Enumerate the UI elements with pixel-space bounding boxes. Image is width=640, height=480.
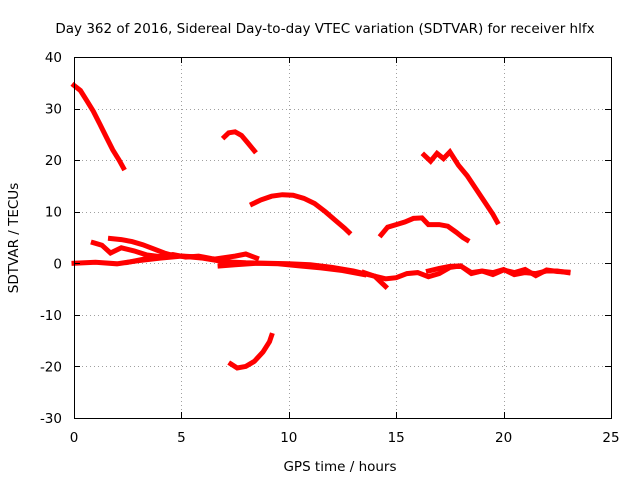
x-tick-label: 10	[280, 430, 297, 446]
y-tick-label: 0	[53, 256, 62, 272]
y-tick-label: -20	[40, 359, 62, 375]
x-tick-label: 20	[495, 430, 512, 446]
grid	[74, 57, 611, 418]
x-axis-label: GPS time / hours	[283, 459, 396, 475]
series-line-s6	[227, 332, 275, 371]
y-axis-label: SDTVAR / TECUs	[6, 183, 22, 293]
y-tick-label: 40	[45, 50, 62, 66]
series-line-s11	[217, 260, 367, 278]
plot-frame	[74, 57, 612, 419]
series-line-s10	[124, 251, 260, 266]
x-tick-label: 5	[177, 430, 186, 446]
series-line-s1	[70, 81, 127, 172]
series-line-s13	[425, 263, 571, 279]
chart-title: Day 362 of 2016, Sidereal Day-to-day VTE…	[55, 21, 594, 37]
y-tick-label: -30	[40, 411, 62, 427]
series-line-s8	[107, 235, 176, 259]
x-tick-label: 25	[602, 430, 619, 446]
y-tick-label: 20	[45, 153, 62, 169]
series-line-s4	[377, 215, 471, 244]
x-tick-label: 15	[388, 430, 405, 446]
series-line-s5	[420, 147, 501, 226]
y-tick-label: -10	[40, 308, 62, 324]
series-line-s2	[220, 129, 258, 155]
axis-ticks: 0 5 10 15 20 25 -30 -20 -10 0 10 20 30 40	[40, 50, 620, 446]
series-line-s3	[248, 192, 353, 236]
y-tick-label: 10	[45, 205, 62, 221]
series-group	[70, 81, 571, 371]
x-tick-label: 0	[70, 430, 79, 446]
y-tick-label: 30	[45, 102, 62, 118]
